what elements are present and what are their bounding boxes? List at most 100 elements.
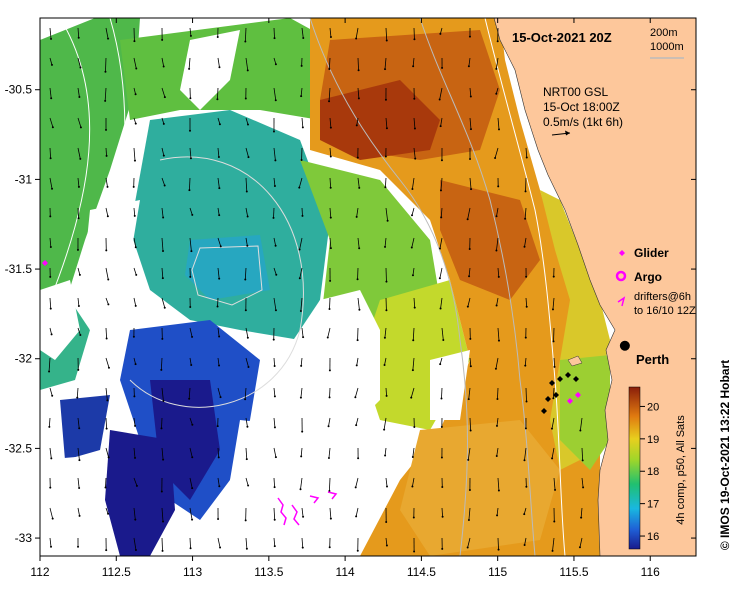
current-vector-head (135, 67, 138, 70)
current-vector (356, 357, 359, 366)
current-vector (439, 27, 443, 35)
current-vector-head (411, 485, 414, 488)
current-vector (188, 387, 191, 399)
current-vector-head (468, 247, 471, 250)
current-vector-head (497, 548, 500, 551)
current-vector-head (189, 34, 192, 37)
drifter-track (277, 497, 287, 526)
current-vector-head (104, 99, 107, 102)
current-vector (245, 177, 248, 192)
y-tick-label: -32.5 (5, 441, 33, 455)
current-vector-head (162, 520, 165, 523)
current-vector-head (191, 487, 194, 490)
current-vector (245, 477, 249, 486)
contour-1000m (89, 18, 126, 331)
current-vector (495, 57, 499, 69)
y-tick-label: -30.5 (5, 83, 33, 97)
current-vector-head (440, 456, 443, 459)
current-vector-head (523, 245, 526, 248)
current-vector (77, 327, 81, 336)
current-vector (77, 87, 80, 98)
current-vector-head (413, 97, 416, 100)
current-vector-head (107, 37, 110, 40)
current-vector-head (356, 156, 359, 159)
current-vector-head (384, 98, 387, 101)
nodata-region (270, 290, 380, 440)
current-vector-head (356, 549, 359, 552)
current-vector-head (218, 277, 221, 280)
current-vector-head (190, 364, 193, 367)
current-vector (133, 267, 137, 276)
current-vector (411, 207, 415, 216)
current-vector-head (301, 214, 304, 217)
current-vector (48, 357, 51, 372)
current-vector-head (329, 216, 332, 219)
current-vector (355, 27, 359, 39)
current-vector-head (328, 67, 331, 70)
current-vector (441, 327, 444, 341)
current-vector-head (163, 306, 166, 309)
current-vector (496, 417, 499, 426)
current-vector-head (496, 398, 499, 401)
current-vector (273, 387, 276, 397)
current-vector (439, 267, 443, 279)
current-vector-head (441, 66, 444, 69)
current-vector-head (77, 368, 80, 371)
current-vector-head (105, 549, 108, 552)
current-vector-head (497, 275, 500, 278)
current-vector (161, 447, 164, 460)
depth-contours (49, 18, 566, 556)
current-vector (245, 147, 249, 158)
current-vector-head (383, 428, 386, 431)
current-vector-head (384, 245, 387, 248)
current-vector-head (273, 365, 276, 368)
current-vector-head (134, 456, 137, 459)
glider-legend-label: Glider (634, 246, 669, 260)
current-vector (467, 447, 471, 460)
current-vector (301, 507, 304, 517)
current-vector (524, 207, 527, 219)
current-vector-head (470, 188, 473, 191)
current-vector-head (441, 515, 444, 518)
current-vector (273, 237, 277, 246)
current-vector-head (439, 189, 442, 192)
current-vector-head (163, 184, 166, 187)
current-vector-head (188, 129, 191, 132)
current-vector-head (219, 396, 222, 399)
current-vector (329, 297, 331, 309)
current-vector-head (439, 32, 442, 35)
current-vector (384, 177, 387, 188)
current-vector (133, 447, 136, 458)
drifter-tracks (277, 491, 338, 526)
nodata-region (40, 455, 110, 556)
x-tick-label: 115 (488, 565, 507, 579)
current-vector (77, 117, 82, 128)
current-vector (355, 477, 359, 488)
current-vector-head (273, 395, 276, 398)
current-vector-head (191, 456, 194, 459)
current-vector-head (133, 214, 136, 217)
current-vector (105, 177, 108, 187)
current-vector (49, 297, 52, 309)
current-vector (329, 207, 332, 218)
current-vector (412, 477, 415, 487)
current-vector-head (244, 40, 247, 43)
current-vector-head (247, 156, 250, 159)
current-vector (328, 447, 331, 459)
eddy-contour (191, 245, 263, 306)
mooring-marker (565, 372, 571, 378)
current-vector (440, 207, 443, 218)
current-vector-head (383, 364, 386, 367)
drifter-track (291, 504, 300, 526)
current-vector-head (384, 186, 387, 189)
current-vector (469, 177, 472, 190)
current-vector-head (524, 190, 527, 193)
current-vector-head (274, 309, 277, 312)
current-vector-head (78, 427, 81, 430)
current-vector (412, 357, 415, 371)
x-tick-label: 113.5 (254, 565, 283, 579)
current-vector-head (301, 430, 304, 433)
current-vector-head (246, 244, 249, 247)
current-vector (133, 87, 136, 95)
current-vector (189, 447, 193, 458)
